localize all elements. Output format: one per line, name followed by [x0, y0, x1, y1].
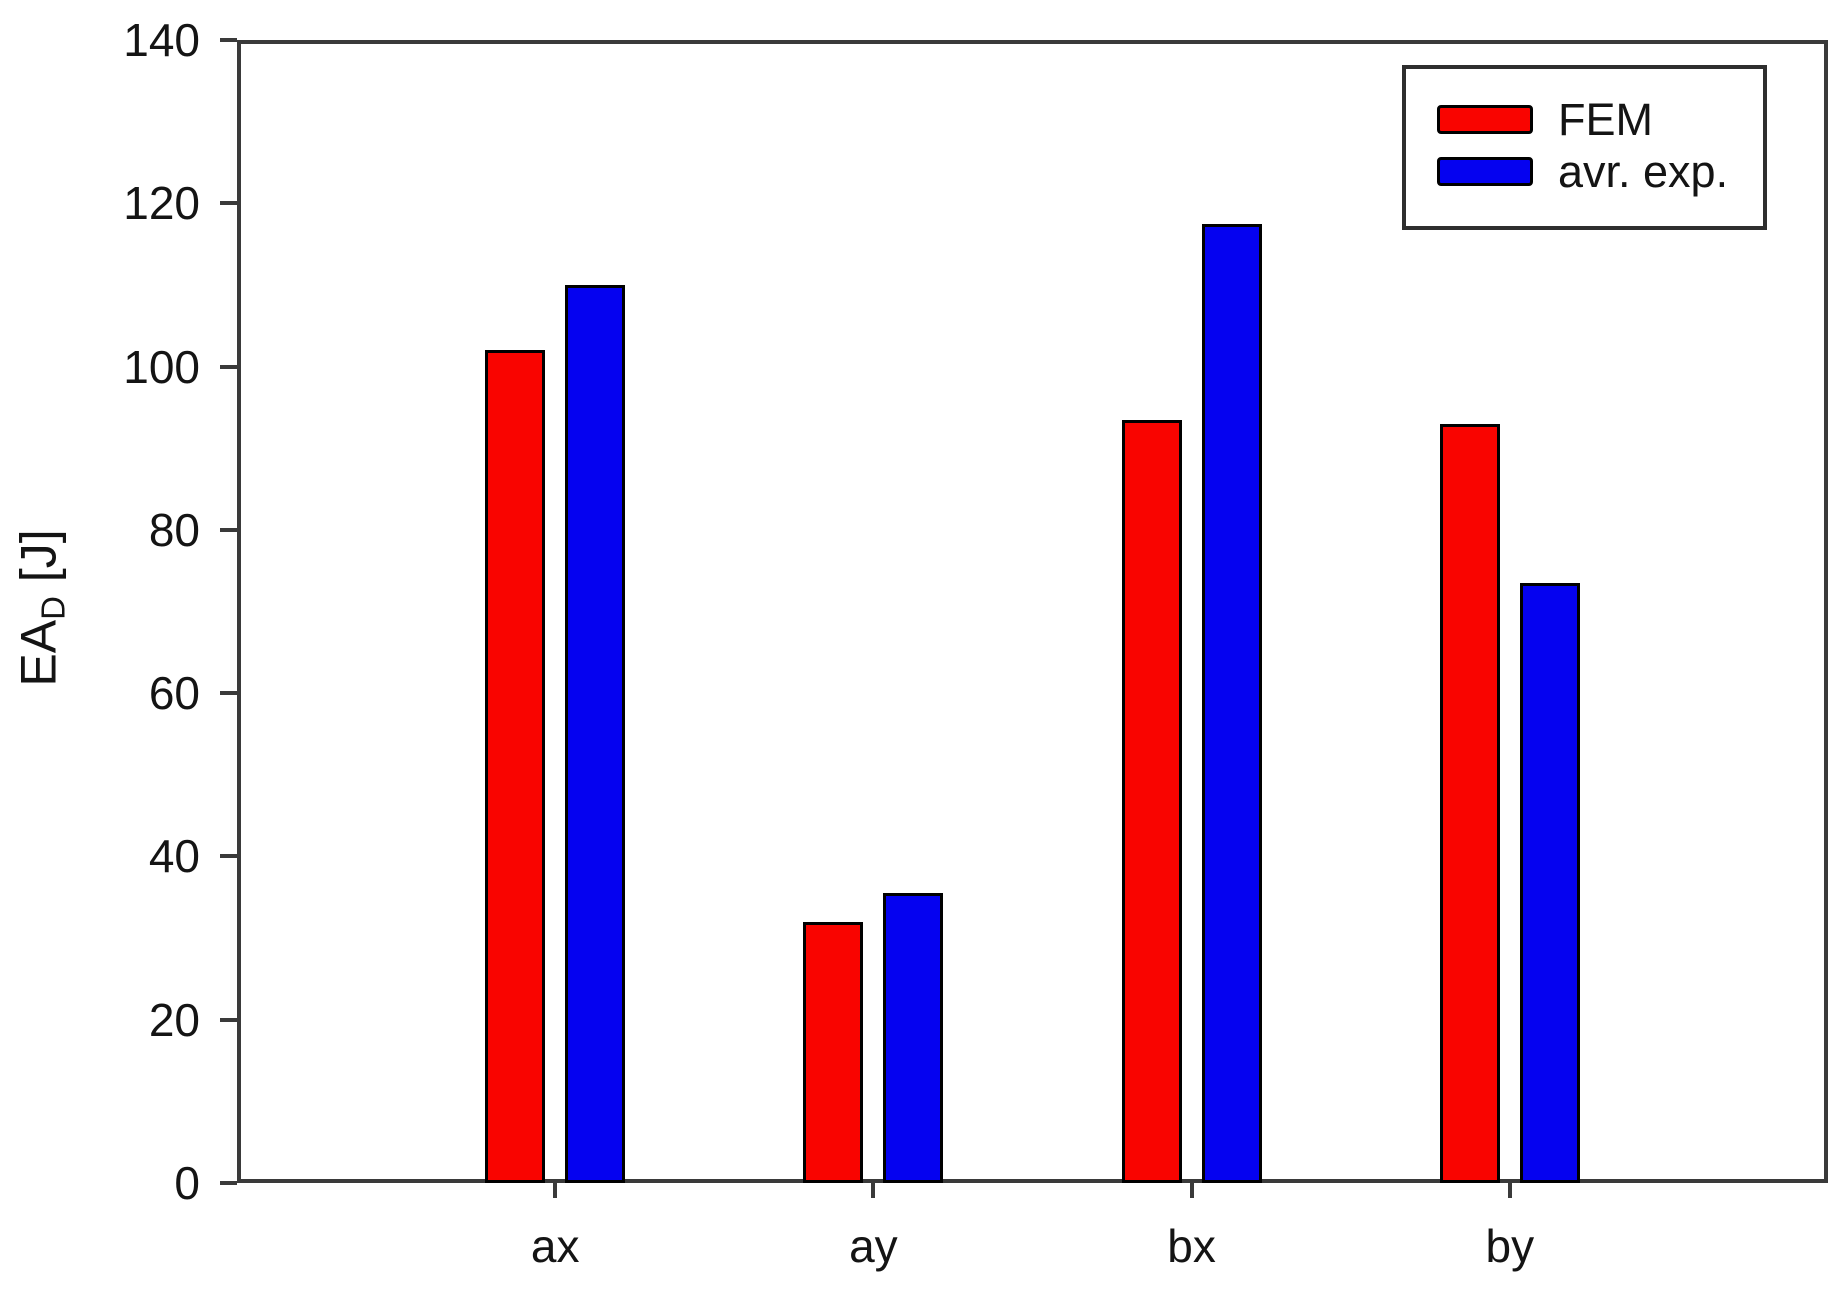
legend-label-avr-exp: avr. exp. — [1558, 146, 1729, 197]
x-tick-label-bx: bx — [1167, 1220, 1216, 1272]
y-tick-mark-0 — [220, 1181, 237, 1185]
bar-fem-by — [1439, 423, 1500, 1183]
bar-avr-exp-ay — [883, 893, 944, 1183]
y-tick-label-140: 140 — [123, 14, 200, 66]
legend-item-fem: FEM — [1437, 97, 1763, 142]
y-tick-mark-20 — [220, 1017, 237, 1022]
y-axis-title: EAD [J] — [10, 529, 78, 686]
legend-item-avr-exp: avr. exp. — [1437, 149, 1763, 194]
bar-avr-exp-bx — [1201, 223, 1262, 1183]
y-tick-label-20: 20 — [148, 993, 200, 1046]
x-tick-mark-bx — [1189, 1183, 1194, 1198]
y-tick-label-60: 60 — [148, 667, 200, 720]
x-tick-label-ax: ax — [530, 1220, 580, 1272]
x-tick-label-by: by — [1485, 1220, 1535, 1272]
legend: FEM avr. exp. — [1402, 65, 1767, 230]
bar-fem-ay — [803, 921, 864, 1183]
plot-frame — [237, 40, 1828, 1183]
x-tick-mark-by — [1507, 1183, 1512, 1198]
legend-swatch-fem — [1437, 105, 1533, 134]
y-tick-mark-80 — [220, 527, 237, 532]
y-tick-label-0: 0 — [174, 1157, 200, 1209]
y-tick-label-120: 120 — [123, 177, 200, 230]
y-tick-label-100: 100 — [123, 340, 200, 393]
y-tick-label-80: 80 — [148, 503, 200, 556]
bar-avr-exp-ax — [565, 284, 626, 1183]
bar-fem-bx — [1121, 419, 1182, 1183]
x-tick-mark-ax — [553, 1183, 558, 1198]
y-tick-mark-120 — [220, 201, 237, 206]
y-tick-mark-100 — [220, 364, 237, 369]
y-tick-mark-60 — [220, 691, 237, 696]
y-tick-mark-140 — [220, 38, 237, 42]
y-axis-title-subscript: D — [34, 596, 72, 620]
y-tick-label-40: 40 — [148, 830, 200, 883]
x-tick-mark-ay — [871, 1183, 876, 1198]
plot-layer: FEM avr. exp. — [237, 40, 1828, 1183]
bar-fem-ax — [485, 350, 546, 1183]
x-tick-label-ay: ay — [849, 1220, 898, 1272]
y-tick-mark-40 — [220, 854, 237, 859]
legend-label-fem: FEM — [1558, 94, 1653, 145]
legend-swatch-avr-exp — [1437, 157, 1533, 186]
bar-avr-exp-by — [1519, 582, 1580, 1183]
